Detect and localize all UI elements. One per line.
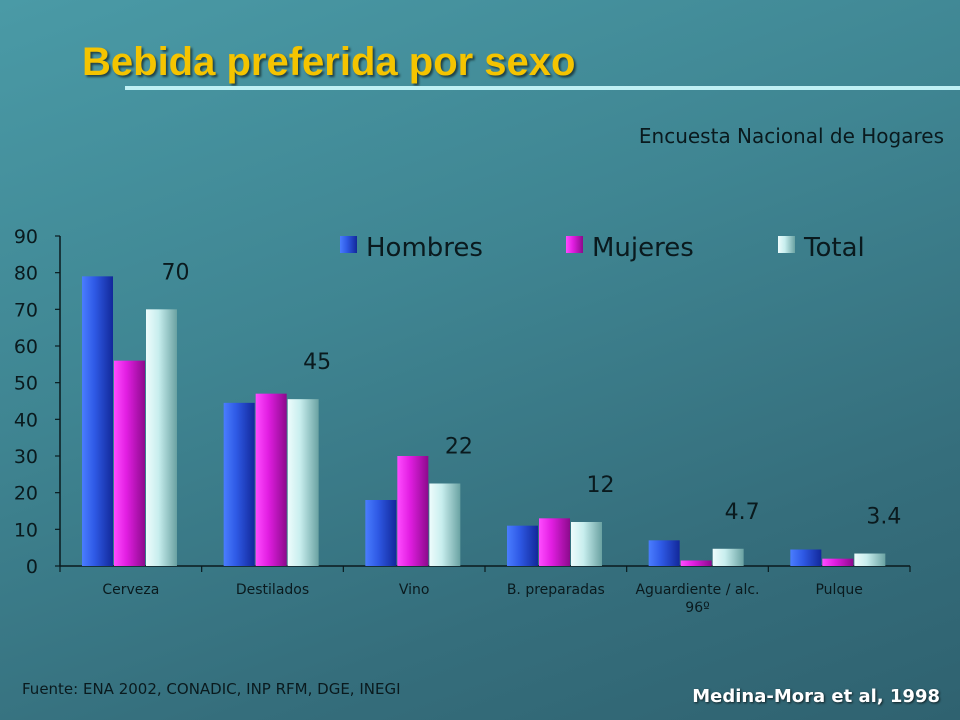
source-note: Fuente: ENA 2002, CONADIC, INP RFM, DGE,… bbox=[22, 680, 401, 698]
y-tick-label: 50 bbox=[14, 373, 38, 395]
y-tick-label: 30 bbox=[14, 446, 38, 468]
chart-data-labels: 70 45 22 12 4.7 3.4 bbox=[162, 260, 902, 529]
citation-credit: Medina-Mora et al, 1998 bbox=[692, 686, 940, 707]
chart-axes: 0 10 20 30 40 50 60 70 80 90 Cerveza Destilados Vino… bbox=[14, 226, 911, 616]
data-label: 3.4 bbox=[866, 505, 901, 530]
bar-mujeres-5 bbox=[822, 558, 854, 566]
x-tick-label: Pulque bbox=[815, 582, 862, 598]
bar-total-0 bbox=[146, 309, 177, 566]
data-label: 22 bbox=[445, 435, 473, 460]
bar-total-1 bbox=[287, 399, 319, 566]
bar-total-4 bbox=[712, 548, 744, 566]
y-tick-label: 10 bbox=[14, 519, 38, 541]
bar-hombres-5 bbox=[790, 549, 822, 566]
title-underline bbox=[125, 86, 960, 90]
x-tick-label: Cerveza bbox=[102, 582, 159, 598]
legend-swatch-mujeres bbox=[566, 236, 583, 253]
chart-legend: Hombres Mujeres Total bbox=[340, 233, 865, 263]
bar-hombres-4 bbox=[648, 540, 680, 566]
chart-bars bbox=[82, 276, 886, 566]
legend-label-total: Total bbox=[803, 233, 865, 263]
x-tick-label: B. preparadas bbox=[507, 582, 605, 598]
slide-title: Bebida preferida por sexo bbox=[82, 40, 576, 84]
data-label: 70 bbox=[162, 260, 190, 285]
x-tick-label: Aguardiente / alc. 96º bbox=[635, 582, 759, 616]
x-tick-label: Vino bbox=[399, 582, 430, 598]
y-tick-label: 0 bbox=[26, 556, 38, 578]
slide-subtitle: Encuesta Nacional de Hogares bbox=[638, 124, 944, 148]
bar-hombres-2 bbox=[365, 500, 397, 566]
bar-hombres-0 bbox=[82, 276, 113, 566]
data-label: 45 bbox=[303, 350, 331, 375]
legend-label-hombres: Hombres bbox=[366, 233, 483, 263]
data-label: 12 bbox=[587, 473, 615, 498]
bar-mujeres-4 bbox=[680, 560, 712, 566]
legend-swatch-hombres bbox=[340, 236, 357, 253]
legend-swatch-total bbox=[778, 236, 795, 253]
bar-mujeres-1 bbox=[255, 393, 287, 566]
legend-label-mujeres: Mujeres bbox=[592, 233, 694, 263]
y-tick-label: 80 bbox=[14, 263, 38, 285]
y-tick-label: 70 bbox=[14, 299, 38, 321]
bar-total-5 bbox=[854, 553, 886, 566]
bar-total-2 bbox=[429, 483, 461, 566]
bar-hombres-1 bbox=[223, 402, 255, 566]
bar-hombres-3 bbox=[507, 525, 538, 566]
bar-total-3 bbox=[571, 522, 602, 566]
y-tick-label: 90 bbox=[14, 226, 38, 248]
bar-mujeres-2 bbox=[397, 456, 429, 566]
bar-mujeres-0 bbox=[114, 360, 145, 566]
y-tick-label: 40 bbox=[14, 409, 38, 431]
y-tick-label: 20 bbox=[14, 483, 38, 505]
x-tick-label: Destilados bbox=[236, 582, 309, 598]
data-label: 4.7 bbox=[725, 500, 760, 525]
bar-mujeres-3 bbox=[539, 518, 570, 566]
y-tick-label: 60 bbox=[14, 336, 38, 358]
